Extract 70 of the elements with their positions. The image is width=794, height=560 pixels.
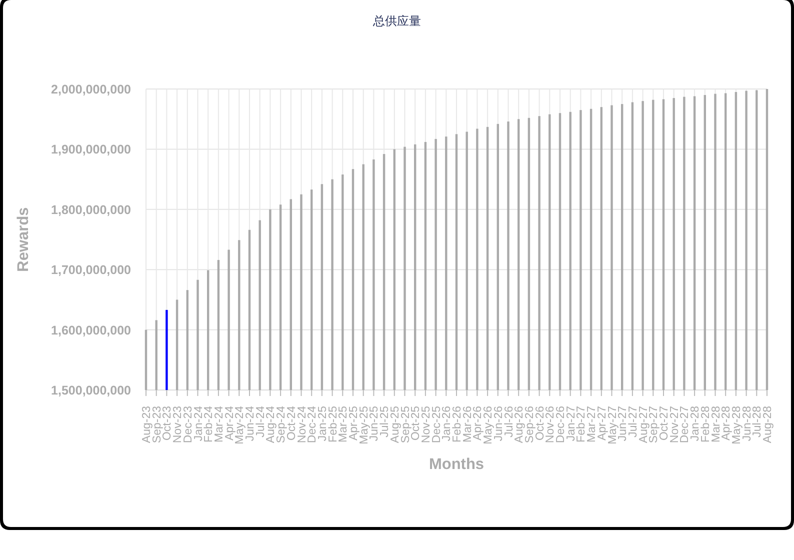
x-tick-label: Nov-23 [172,406,184,444]
x-tick-label: Aug-25 [389,406,402,444]
x-tick-label: Apr-25 [348,406,360,441]
x-tick-label: Feb-25 [327,406,340,442]
x-tick-label: Aug-26 [514,406,526,444]
x-tick-label: Mar-28 [710,406,722,442]
x-tick-label: Sep-23 [151,406,164,444]
x-tick-label: Jan-28 [690,406,702,442]
title: 总供应量 [373,14,421,28]
x-tick-label: Aug-24 [265,406,278,444]
y-tick-label: 1,800,000,000 [51,202,131,217]
x-tick-label: Aug-28 [762,406,774,444]
x-tick-label: Feb-24 [203,406,216,442]
y-tick-label: 1,900,000,000 [51,142,131,157]
x-tick-label: Jan-27 [565,406,578,442]
x-tick-label: Sep-26 [524,406,536,444]
x-tick-label: Jan-24 [192,406,205,442]
x-tick-label: Jun-27 [617,406,630,442]
x-tick-label: Jan-26 [441,406,454,442]
x-tick-label: Mar-26 [462,406,474,442]
x-tick-label: Dec-26 [555,406,567,444]
x-tick-label: Oct-25 [410,406,422,441]
x-tick-label: May-26 [482,406,495,444]
x-tick-label: Jan-25 [316,406,329,442]
x-tick-label: Apr-24 [224,406,236,441]
x-tick-label: May-24 [234,406,246,444]
x-tick-label: Jul-25 [379,406,392,438]
x-tick-label: Sep-27 [648,406,660,444]
x-tick-label: Jun-24 [244,406,256,442]
x-tick-label: Jun-28 [741,406,754,442]
x-tick-label: Mar-25 [338,406,350,442]
x-tick-label: Mar-27 [586,406,598,442]
x-tick-label: Aug-27 [638,406,650,444]
x-tick-label: Nov-26 [544,406,557,444]
x-tick-label: Nov-27 [668,406,681,444]
x-tick-label: May-28 [730,406,743,444]
x-tick-label: Oct-27 [658,406,670,441]
x-label: Months [428,456,484,473]
x-tick-label: Jun-25 [368,406,381,442]
y-tick-label: 1,600,000,000 [51,323,131,338]
x-tick-label: Nov-24 [296,406,308,444]
x-tick-label: Feb-27 [576,406,588,442]
x-tick-label: May-25 [358,406,370,444]
x-tick-label: Dec-23 [182,406,194,444]
x-tick-label: Jun-26 [492,406,505,442]
x-tick-label: Feb-28 [700,406,712,442]
x-tick-label: May-27 [606,406,619,444]
x-tick-label: Aug-23 [141,406,153,444]
x-tick-label: Jul-28 [752,406,764,438]
x-tick-label: Jul-24 [254,406,267,438]
x-tick-label: Dec-24 [306,406,319,444]
x-tick-label: Mar-24 [213,406,226,442]
x-tick-label: Oct-26 [534,406,546,441]
x-tick-label: Jul-27 [627,406,640,438]
y-tick-label: 1,500,000,000 [51,384,131,398]
x-tick-label: Dec-25 [430,406,443,444]
x-tick-label: Sep-24 [276,406,288,444]
x-tick-label: Oct-23 [162,406,174,441]
x-tick-label: Dec-27 [679,406,692,444]
x-tick-label: Oct-24 [286,406,298,441]
x-tick-label: Jul-26 [503,406,516,438]
x-tick-label: Feb-26 [452,406,464,442]
y-tick-label: 1,700,000,000 [51,263,131,278]
x-tick-label: Nov-25 [420,406,432,444]
x-tick-label: Apr-28 [720,406,733,441]
x-tick-label: Apr-26 [472,406,484,441]
y-tick-label: 2,000,000,000 [51,82,131,96]
x-tick-label: Sep-25 [400,406,412,444]
y-label: Rewards [15,207,32,272]
x-tick-label: Apr-27 [596,406,608,441]
